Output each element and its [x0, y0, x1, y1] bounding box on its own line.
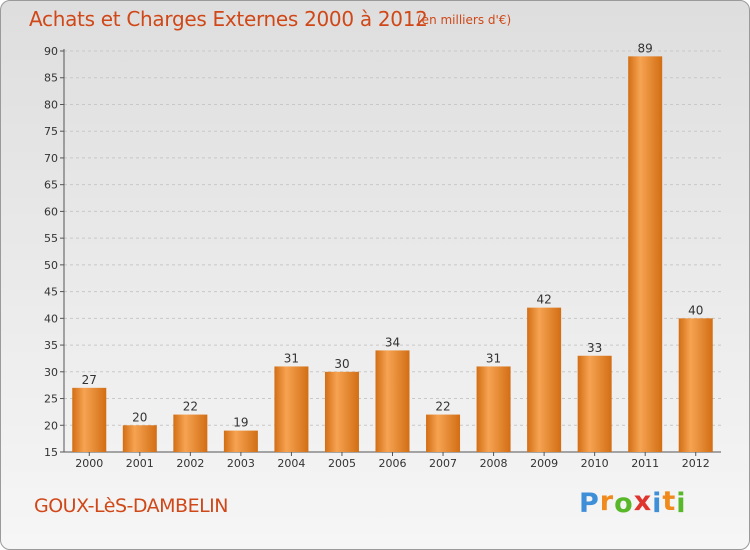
data-label: 19	[233, 416, 248, 430]
y-tick-label: 85	[44, 72, 58, 85]
bar	[375, 350, 410, 452]
data-label: 33	[587, 341, 602, 355]
x-tick-label: 2002	[176, 457, 204, 470]
bar	[577, 355, 612, 452]
bar	[678, 318, 713, 452]
x-tick-label: 2009	[530, 457, 558, 470]
y-tick-label: 35	[44, 339, 58, 352]
x-tick-label: 2001	[126, 457, 154, 470]
x-tick-label: 2007	[429, 457, 457, 470]
chart-title: Achats et Charges Externes 2000 à 2012	[29, 7, 428, 31]
y-tick-label: 20	[44, 419, 58, 432]
y-tick-label: 50	[44, 259, 58, 272]
bar	[476, 366, 511, 452]
logo-letter: x	[633, 486, 653, 517]
y-tick-label: 25	[44, 393, 58, 406]
data-label: 34	[385, 335, 400, 349]
bar	[173, 414, 208, 452]
y-tick-label: 90	[44, 45, 58, 58]
bar	[324, 371, 359, 452]
y-tick-label: 55	[44, 232, 58, 245]
data-label: 31	[486, 351, 501, 365]
x-tick-label: 2004	[277, 457, 305, 470]
logo-letter: o	[614, 488, 634, 519]
labels: 15 20 25 30 35 40 45 50 55 60 65 70 75 80 85 90 27 2000 20…	[44, 41, 710, 470]
data-label: 31	[284, 351, 299, 365]
data-label: 30	[334, 357, 349, 371]
logo-letter: r	[599, 486, 615, 517]
data-label: 40	[688, 303, 703, 317]
bar	[426, 414, 461, 452]
data-label: 22	[435, 400, 450, 414]
bar	[274, 366, 309, 452]
y-tick-label: 65	[44, 179, 58, 192]
chart-subtitle: (en milliers d'€)	[417, 13, 512, 27]
bar	[527, 307, 562, 452]
logo-letter: i	[676, 488, 687, 519]
commune-name: GOUX-LèS-DAMBELIN	[34, 495, 229, 517]
y-tick-label: 60	[44, 205, 58, 218]
x-tick-label: 2005	[328, 457, 356, 470]
data-label: 27	[82, 373, 97, 387]
bars	[72, 56, 713, 452]
y-tick-label: 70	[44, 152, 58, 165]
x-tick-label: 2011	[631, 457, 659, 470]
bar	[223, 430, 258, 452]
data-label: 20	[132, 410, 147, 424]
logo-letter: t	[662, 486, 677, 517]
logo-letter: i	[652, 488, 663, 519]
y-tick-label: 30	[44, 366, 58, 379]
x-tick-label: 2012	[682, 457, 710, 470]
x-tick-label: 2010	[581, 457, 609, 470]
x-tick-label: 2003	[227, 457, 255, 470]
x-tick-label: 2000	[75, 457, 103, 470]
y-tick-label: 15	[44, 446, 58, 459]
bar	[628, 56, 663, 452]
proxiti-logo: Proxiti	[579, 486, 687, 519]
x-tick-label: 2008	[480, 457, 508, 470]
data-label: 22	[183, 400, 198, 414]
y-tick-label: 45	[44, 286, 58, 299]
bar	[122, 425, 157, 452]
y-tick-label: 75	[44, 125, 58, 138]
bar	[72, 387, 107, 452]
x-tick-label: 2006	[379, 457, 407, 470]
y-tick-label: 40	[44, 312, 58, 325]
logo-letter: P	[579, 488, 600, 519]
data-label: 89	[638, 41, 653, 55]
data-label: 42	[536, 293, 551, 307]
y-tick-label: 80	[44, 98, 58, 111]
